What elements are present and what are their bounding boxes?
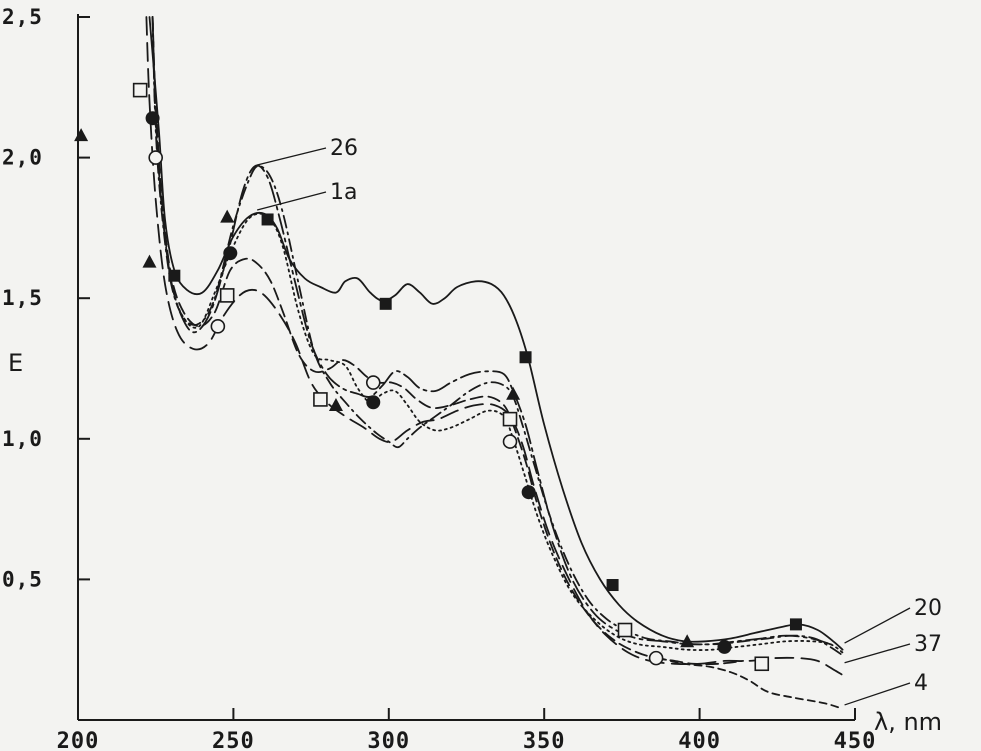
marker-open-circle bbox=[148, 150, 163, 165]
series-line-3 bbox=[151, 16, 844, 654]
marker-filled-triangle bbox=[142, 254, 157, 268]
marker-filled-circle bbox=[223, 246, 238, 261]
curve-label-20: 20 bbox=[914, 596, 942, 621]
x-axis-title: λ, nm bbox=[874, 708, 942, 736]
y-axis-title: E bbox=[8, 349, 23, 377]
series-layer bbox=[145, 16, 844, 710]
marker-open-circle bbox=[648, 650, 664, 666]
marker-filled-triangle bbox=[220, 209, 235, 223]
y-tick-label: 1,0 bbox=[2, 427, 43, 451]
marker-filled-triangle bbox=[680, 634, 695, 648]
x-tick-label: 400 bbox=[678, 729, 721, 751]
marker-filled-square bbox=[261, 213, 274, 226]
series-line-2 bbox=[151, 16, 831, 646]
axes bbox=[77, 14, 855, 721]
marker-filled-square bbox=[168, 269, 181, 282]
marker-open-square bbox=[313, 392, 328, 407]
marker-filled-triangle bbox=[506, 386, 521, 400]
series-line-1 bbox=[151, 16, 844, 657]
marker-filled-triangle bbox=[74, 128, 89, 142]
marker-open-square bbox=[219, 288, 235, 303]
y-tick-label: 2,0 bbox=[2, 146, 43, 170]
marker-open-circle bbox=[502, 434, 518, 449]
y-tick-label: 0,5 bbox=[2, 567, 43, 591]
x-tick-label: 250 bbox=[212, 729, 255, 751]
markers-layer bbox=[74, 82, 802, 672]
curve-labels: 26 1a 20 37 4 bbox=[256, 136, 942, 706]
marker-open-circle bbox=[210, 319, 226, 334]
curve-label-26: 26 bbox=[330, 136, 358, 161]
series-line-5 bbox=[145, 16, 844, 676]
marker-open-square bbox=[617, 622, 633, 638]
marker-filled-circle bbox=[366, 395, 381, 410]
marker-open-square bbox=[754, 656, 770, 672]
marker-filled-square bbox=[379, 297, 392, 310]
curve-label-leader bbox=[844, 682, 911, 706]
curve-label-37: 37 bbox=[914, 632, 942, 657]
x-ticks: 200 250 300 350 400 450 bbox=[57, 708, 877, 751]
series-line-6 bbox=[658, 657, 844, 710]
series-line-0 bbox=[148, 16, 844, 651]
marker-filled-square bbox=[789, 618, 802, 631]
y-tick-label: 1,5 bbox=[2, 286, 43, 310]
marker-filled-circle bbox=[717, 639, 732, 654]
curve-label-leader bbox=[256, 191, 327, 211]
x-tick-label: 300 bbox=[367, 729, 410, 751]
curve-label-leader bbox=[256, 147, 327, 166]
y-ticks: 0,5 1,0 1,5 2,0 2,5 bbox=[2, 5, 90, 591]
marker-filled-square bbox=[606, 579, 619, 592]
curve-label-4: 4 bbox=[914, 671, 928, 696]
series-line-4 bbox=[151, 16, 744, 665]
marker-open-circle bbox=[365, 375, 381, 390]
marker-filled-triangle bbox=[328, 398, 343, 412]
x-tick-label: 450 bbox=[834, 729, 877, 751]
marker-open-square bbox=[132, 82, 148, 98]
x-tick-label: 200 bbox=[57, 729, 100, 751]
curve-label-1a: 1a bbox=[330, 180, 357, 205]
marker-filled-square bbox=[519, 351, 532, 364]
y-tick-label: 2,5 bbox=[2, 5, 43, 29]
marker-filled-circle bbox=[145, 111, 160, 126]
marker-filled-circle bbox=[521, 485, 536, 500]
curve-label-leader bbox=[844, 607, 911, 644]
marker-open-square bbox=[502, 411, 518, 427]
curve-label-leader bbox=[844, 643, 911, 664]
x-tick-label: 350 bbox=[523, 729, 566, 751]
